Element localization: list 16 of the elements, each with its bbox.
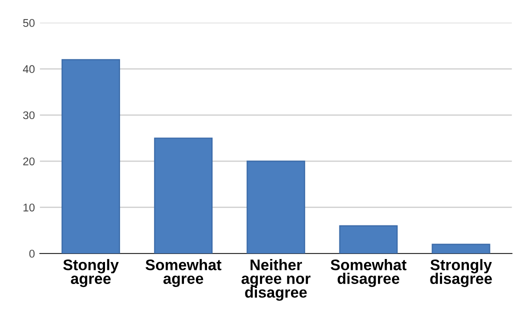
bar <box>62 59 120 254</box>
y-tick-label: 40 <box>22 65 35 74</box>
x-tick-label: Somewhat disagree <box>330 259 406 288</box>
y-tick-label: 10 <box>24 204 35 212</box>
x-tick-label: Strongly disagree <box>430 259 492 288</box>
y-tick-label: 0 <box>29 250 35 258</box>
y-tick-label: 20 <box>23 157 35 166</box>
bar <box>432 244 490 254</box>
y-tick-label: 30 <box>23 111 35 120</box>
x-tick-label: Neither agree nor disagree <box>242 259 310 301</box>
bar <box>154 138 213 254</box>
x-tick-label: Stongly agree <box>63 259 119 288</box>
bar <box>246 160 306 254</box>
bar <box>339 225 398 254</box>
x-tick-label: Somewhat agree <box>146 259 222 288</box>
y-tick-label: 50 <box>23 19 35 27</box>
